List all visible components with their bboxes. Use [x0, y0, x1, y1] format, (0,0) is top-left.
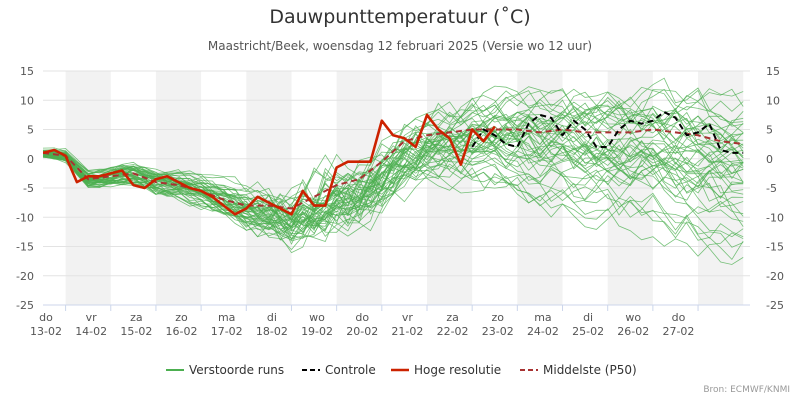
- x-tick-date-label: 26-02: [617, 325, 649, 338]
- x-tick-date-label: 13-02: [30, 325, 62, 338]
- x-tick-day-label: wo: [309, 311, 325, 324]
- y-tick-label-right: -5: [766, 182, 777, 195]
- y-tick-label-left: -25: [16, 299, 34, 312]
- y-tick-label-right: -25: [766, 299, 784, 312]
- x-tick-day-label: di: [267, 311, 277, 324]
- x-tick-date-label: 16-02: [166, 325, 198, 338]
- x-tick-date-label: 17-02: [211, 325, 243, 338]
- y-tick-label-left: -10: [16, 211, 34, 224]
- ensemble-run-line: [43, 119, 744, 222]
- ensemble-run-line: [43, 100, 744, 219]
- x-tick-date-label: 23-02: [482, 325, 514, 338]
- x-tick-date-label: 18-02: [256, 325, 288, 338]
- y-tick-label-left: 10: [20, 94, 34, 107]
- y-tick-label-right: -20: [766, 270, 784, 283]
- series-line-controle: [471, 111, 744, 154]
- y-tick-label-left: -5: [23, 182, 34, 195]
- x-tick-day-label: ma: [534, 311, 551, 324]
- x-tick-date-label: 22-02: [437, 325, 469, 338]
- legend-label: Middelste (P50): [543, 363, 637, 377]
- y-tick-label-left: -15: [16, 241, 34, 254]
- ensemble-run-line: [43, 104, 744, 222]
- y-tick-label-right: 0: [766, 153, 773, 166]
- plot-area: [43, 77, 744, 265]
- ensemble-run-line: [43, 155, 744, 240]
- ensemble-run-line: [43, 128, 744, 229]
- y-tick-label-left: -20: [16, 270, 34, 283]
- x-tick-date-label: 24-02: [527, 325, 559, 338]
- x-tick-day-label: wo: [625, 311, 641, 324]
- source-credit[interactable]: Bron: ECMWF/KNMI: [703, 385, 790, 395]
- x-tick-date-label: 20-02: [346, 325, 378, 338]
- series-line-middelste-p50: [43, 128, 744, 210]
- x-tick-day-label: vr: [402, 311, 414, 324]
- y-tick-label-left: 15: [20, 65, 34, 78]
- ensemble-run-line: [43, 129, 744, 245]
- x-tick-day-label: zo: [175, 311, 188, 324]
- x-tick-day-label: zo: [491, 311, 504, 324]
- x-tick-day-label: za: [446, 311, 459, 324]
- ensemble-run-line: [43, 151, 744, 242]
- chart-subtitle: Maastricht/Beek, woensdag 12 februari 20…: [207, 39, 593, 53]
- x-tick-day-label: ma: [218, 311, 235, 324]
- ensemble-run-line: [43, 111, 744, 222]
- x-tick-date-label: 21-02: [391, 325, 423, 338]
- series-line-hoge-resolutie: [43, 113, 496, 216]
- y-tick-label-right: -15: [766, 241, 784, 254]
- x-tick-date-label: 14-02: [75, 325, 107, 338]
- y-tick-label-right: 5: [766, 124, 773, 137]
- legend-label: Controle: [325, 363, 376, 377]
- x-tick-date-label: 27-02: [662, 325, 694, 338]
- x-tick-date-label: 25-02: [572, 325, 604, 338]
- ensemble-run-line: [43, 105, 744, 223]
- chart-title: Dauwpunttemperatuur (˚C): [269, 6, 531, 28]
- y-tick-label-right: 15: [766, 65, 780, 78]
- x-tick-day-label: vr: [86, 311, 98, 324]
- legend-label: Verstoorde runs: [189, 363, 284, 377]
- y-tick-label-left: 0: [27, 153, 34, 166]
- x-tick-date-label: 15-02: [120, 325, 152, 338]
- ensemble-run-line: [43, 127, 744, 238]
- x-tick-day-label: za: [130, 311, 143, 324]
- x-tick-day-label: do: [672, 311, 686, 324]
- y-tick-label-right: 10: [766, 94, 780, 107]
- x-tick-day-label: do: [355, 311, 369, 324]
- x-tick-date-label: 19-02: [301, 325, 333, 338]
- x-tick-day-label: do: [39, 311, 53, 324]
- y-tick-label-right: -10: [766, 211, 784, 224]
- y-tick-label-left: 5: [27, 124, 34, 137]
- legend-label: Hoge resolutie: [414, 363, 501, 377]
- x-tick-day-label: di: [583, 311, 593, 324]
